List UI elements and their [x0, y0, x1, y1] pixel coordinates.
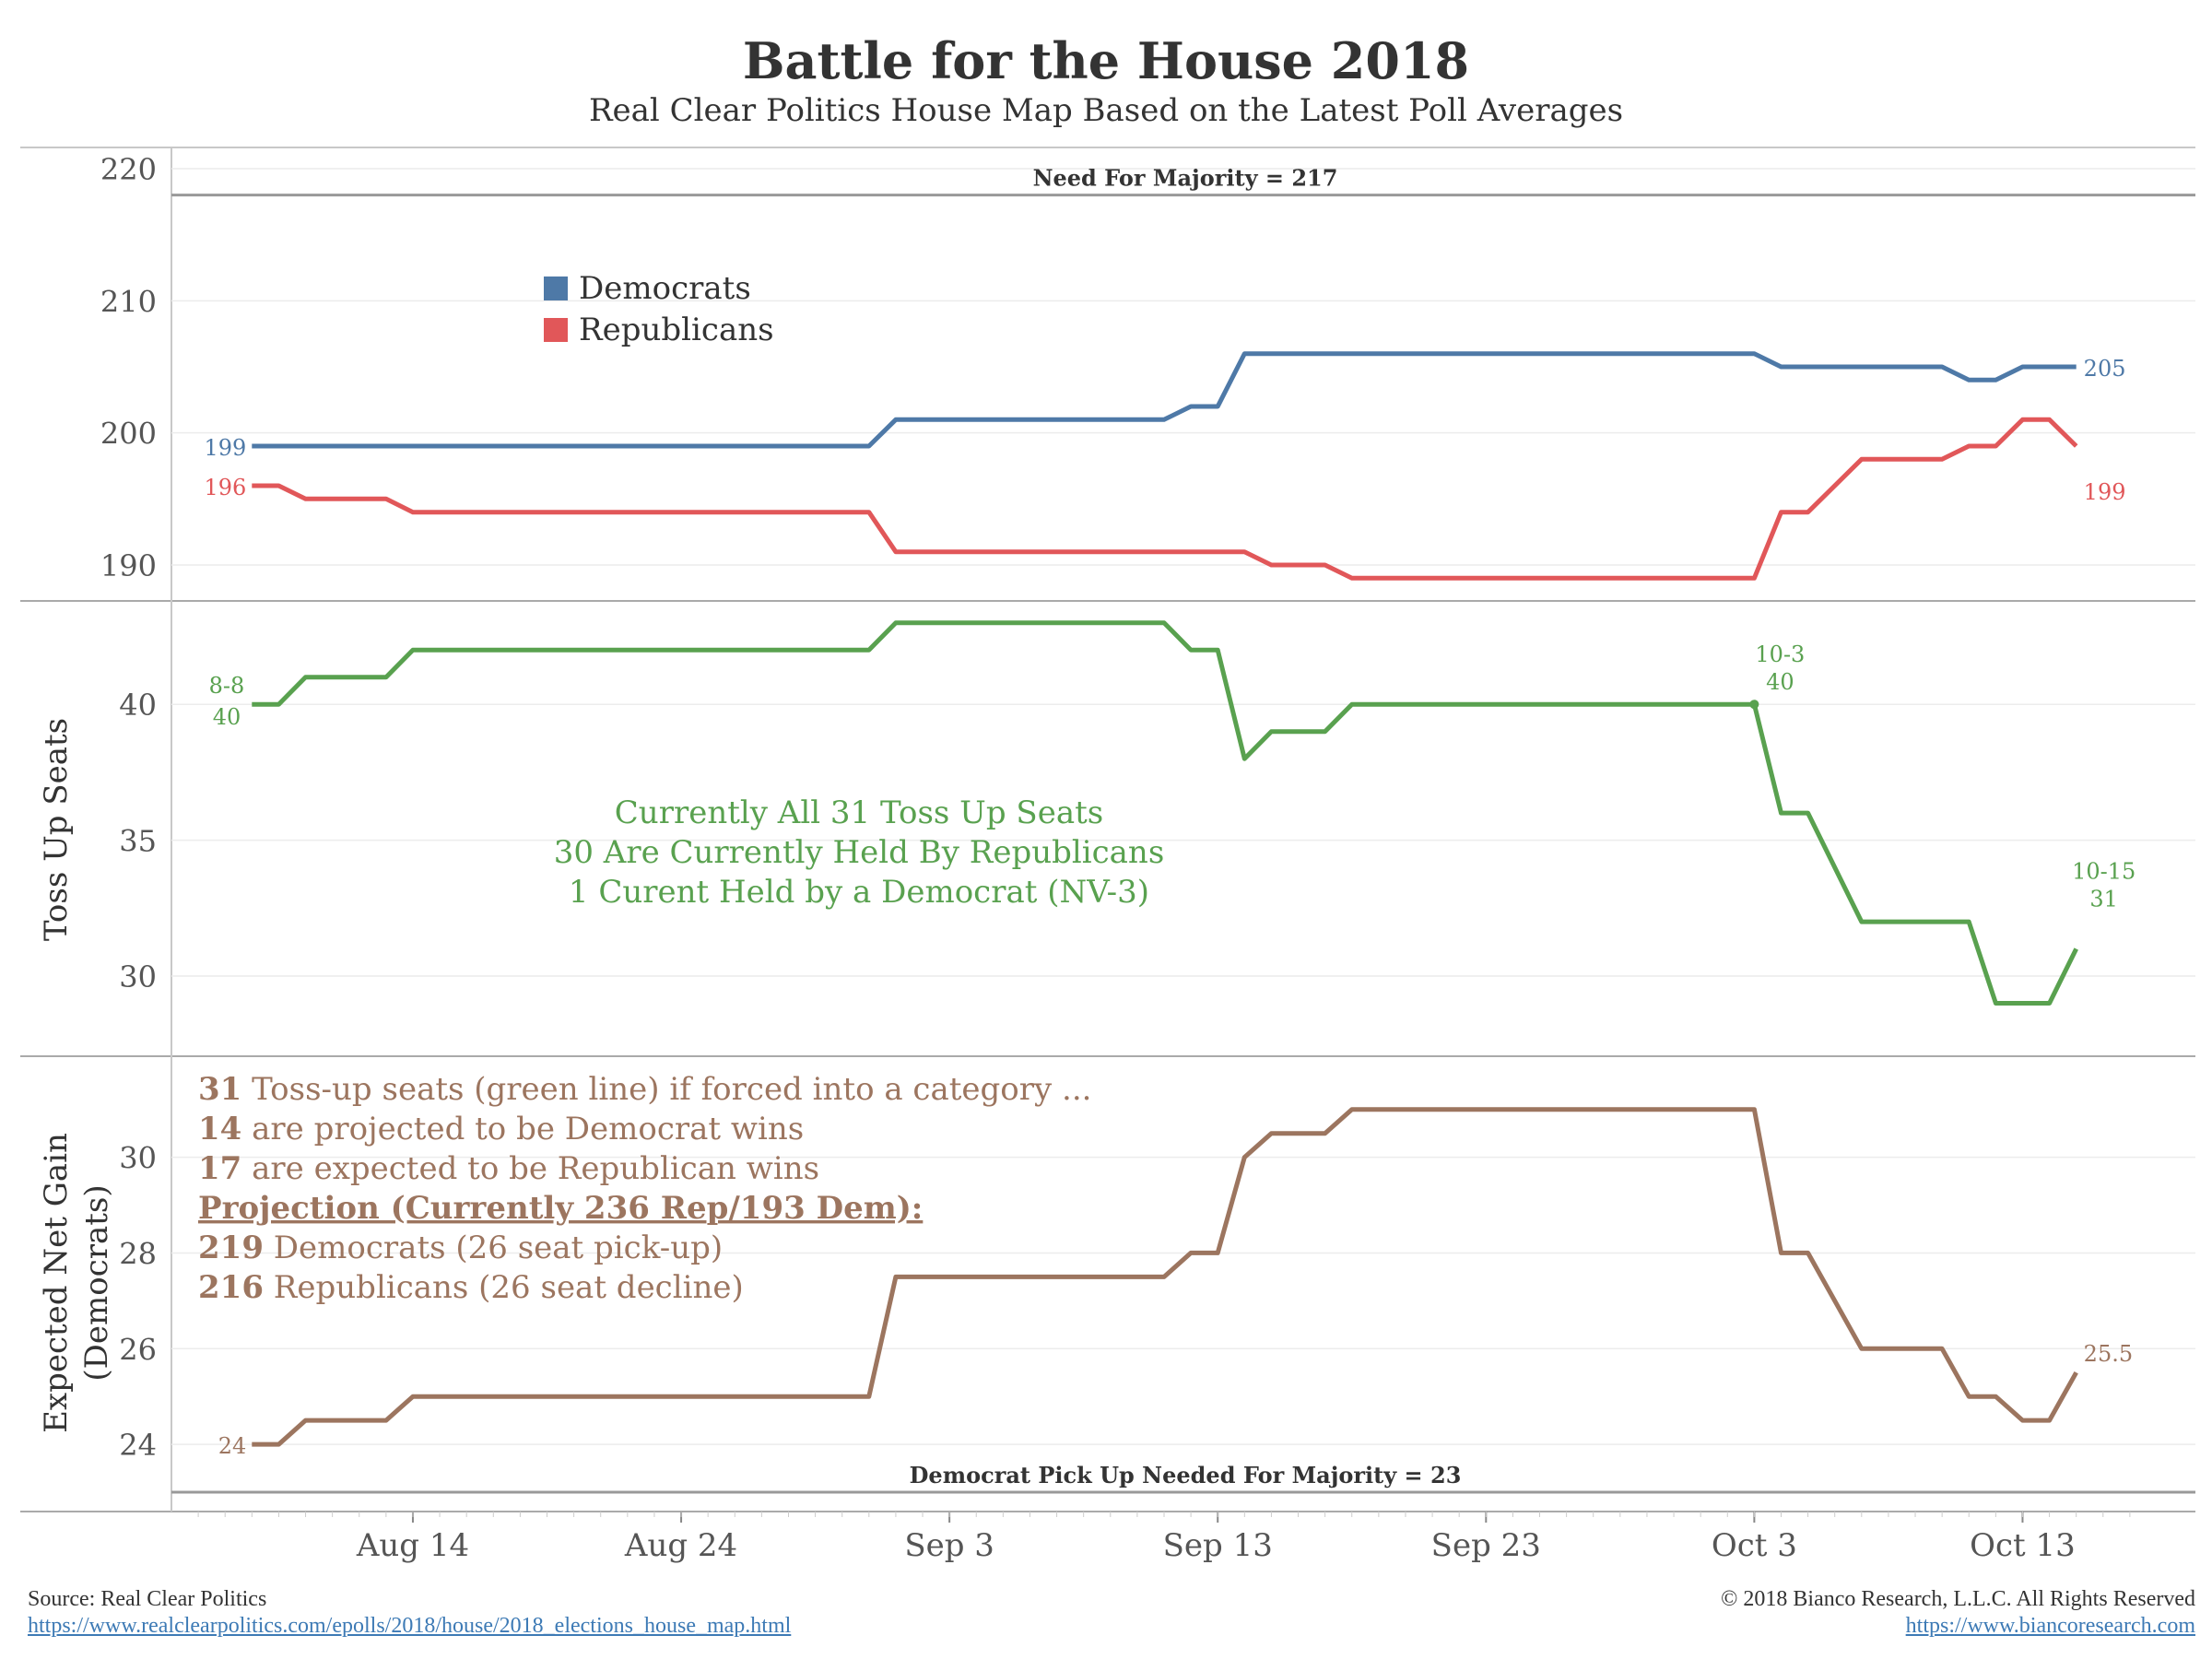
annotation-date: 10-3	[1755, 641, 1805, 667]
projection-note-bold: 219	[198, 1230, 264, 1266]
annotation-date: 10-15	[2072, 859, 2136, 885]
y-tick-label: 210	[100, 284, 157, 319]
x-tick-label: Sep 23	[1431, 1527, 1541, 1564]
projection-note-text: Democrats (26 seat pick-up)	[264, 1230, 723, 1266]
legend-swatch	[544, 276, 568, 300]
projection-note-line: 31 Toss-up seats (green line) if forced …	[198, 1071, 1091, 1108]
start-value-label: 24	[218, 1433, 247, 1459]
annotation-value: 40	[213, 704, 241, 730]
source-link[interactable]: https://www.realclearpolitics.com/epolls…	[28, 1614, 792, 1638]
projection-note-text: Republicans (26 seat decline)	[264, 1269, 744, 1306]
y-tick-label: 26	[119, 1332, 157, 1367]
series-line-netgain	[252, 1107, 2078, 1447]
projection-note-line: 216 Republicans (26 seat decline)	[198, 1269, 744, 1306]
y-axis-title: Expected Net Gain	[38, 1133, 75, 1433]
annotation-value: 31	[2089, 887, 2118, 912]
projection-note-line: 219 Democrats (26 seat pick-up)	[198, 1230, 723, 1266]
chart-title: Battle for the House 2018	[742, 31, 1470, 90]
end-value-label: 205	[2084, 356, 2126, 382]
projection-note-bold: 14	[198, 1111, 241, 1147]
y-tick-label: 28	[119, 1236, 157, 1271]
y-tick-label: 24	[119, 1428, 157, 1463]
reference-line-label: Democrat Pick Up Needed For Majority = 2…	[910, 1462, 1462, 1488]
x-tick-label: Oct 13	[1970, 1527, 2076, 1564]
y-tick-label: 190	[100, 548, 157, 583]
y-tick-label: 30	[119, 1141, 157, 1176]
projection-note-line: 14 are projected to be Democrat wins	[198, 1111, 804, 1147]
note-line: Currently All 31 Toss Up Seats	[615, 794, 1103, 831]
x-tick-label: Oct 3	[1712, 1527, 1797, 1564]
website-link[interactable]: https://www.biancoresearch.com	[1905, 1614, 2195, 1638]
legend: Democrats Republicans	[544, 270, 774, 348]
end-value-label: 25.5	[2084, 1341, 2133, 1367]
projection-note-text: Toss-up seats (green line) if forced int…	[241, 1071, 1091, 1108]
projection-note-line: Projection (Currently 236 Rep/193 Dem):	[198, 1190, 923, 1227]
projection-note-bold: 31	[198, 1071, 241, 1108]
y-axis-title: Toss Up Seats	[38, 718, 75, 941]
annotation-value: 40	[1766, 669, 1794, 695]
legend-label: Republicans	[579, 312, 774, 348]
series-line-tossup	[252, 620, 2078, 1006]
y-tick-label: 35	[119, 824, 157, 859]
note-line: 1 Curent Held by a Democrat (NV-3)	[569, 874, 1149, 911]
projection-note-bold: Projection (Currently 236 Rep/193 Dem):	[198, 1190, 923, 1227]
series-line-democrats	[252, 351, 2077, 449]
source-label: Source: Real Clear Politics	[28, 1587, 267, 1611]
projection-note-text: are expected to be Republican wins	[241, 1150, 819, 1187]
start-value-label: 199	[205, 435, 247, 461]
copyright-text: © 2018 Bianco Research, L.L.C. All Right…	[1721, 1587, 2195, 1611]
y-tick-label: 30	[119, 959, 157, 994]
series-line-republicans	[252, 417, 2078, 581]
x-tick-label: Aug 14	[356, 1527, 469, 1564]
projection-note-bold: 17	[198, 1150, 241, 1187]
y-tick-label: 40	[119, 688, 157, 723]
x-tick-label: Sep 3	[904, 1527, 994, 1564]
x-tick-label: Aug 24	[624, 1527, 737, 1564]
y-tick-label: 200	[100, 417, 157, 452]
note-line: 30 Are Currently Held By Republicans	[554, 834, 1165, 871]
y-tick-label: 220	[100, 152, 157, 187]
highlight-point	[1749, 700, 1759, 710]
annotation-date: 8-8	[209, 673, 245, 699]
projection-note-line: 17 are expected to be Republican wins	[198, 1150, 819, 1187]
reference-line-label: Need For Majority = 217	[1033, 165, 1338, 192]
projection-note-text: are projected to be Democrat wins	[241, 1111, 804, 1147]
chart-subtitle: Real Clear Politics House Map Based on t…	[588, 92, 1624, 129]
legend-swatch	[544, 318, 568, 342]
legend-label: Democrats	[579, 270, 751, 307]
y-axis-title: (Democrats)	[78, 1184, 115, 1381]
x-tick-label: Sep 13	[1163, 1527, 1273, 1564]
end-value-label: 199	[2084, 479, 2126, 505]
projection-note-bold: 216	[198, 1269, 264, 1306]
start-value-label: 196	[205, 475, 247, 500]
